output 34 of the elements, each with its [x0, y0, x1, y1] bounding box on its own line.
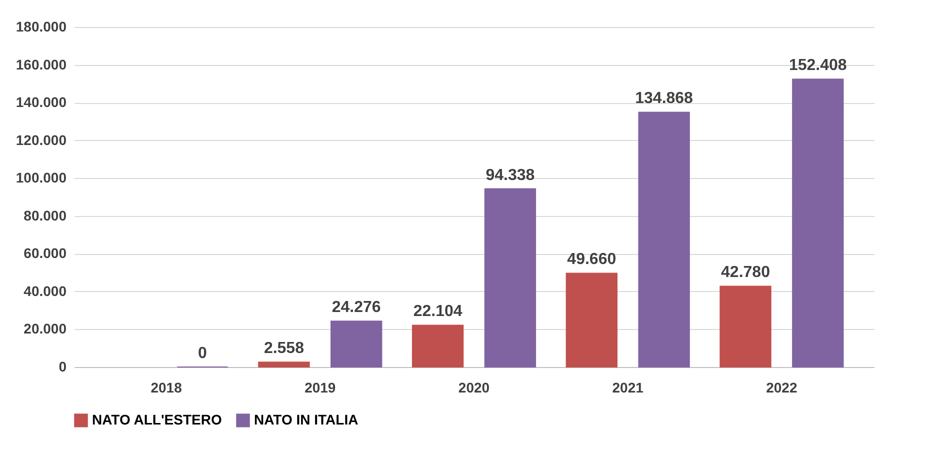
- data-label: 42.780: [721, 264, 770, 282]
- bar: [638, 112, 690, 368]
- x-tick-label: 2019: [304, 380, 336, 396]
- x-tick-label: 2022: [766, 380, 798, 396]
- x-tick-label: 2020: [458, 380, 490, 396]
- y-tick-label: 120.000: [16, 132, 67, 148]
- bar: [720, 286, 772, 368]
- y-tick-label: 180.000: [16, 18, 67, 34]
- data-label: 134.868: [635, 90, 694, 108]
- data-label: 24.276: [332, 299, 381, 316]
- data-label: 152.408: [788, 57, 847, 74]
- y-tick-label: 80.000: [24, 207, 67, 224]
- legend-label: NATO ALL'ESTERO: [92, 411, 222, 428]
- data-label: 2.558: [264, 340, 304, 358]
- y-tick-label: 160.000: [16, 56, 67, 72]
- bar: [258, 362, 310, 368]
- y-tick-label: 0: [58, 358, 67, 374]
- y-tick-label: 100.000: [16, 170, 67, 186]
- bar: [484, 188, 536, 368]
- data-label: 49.660: [567, 251, 616, 268]
- bar: [330, 320, 382, 368]
- x-tick-label: 2018: [150, 380, 182, 396]
- bar: [792, 78, 844, 368]
- data-label: 22.104: [413, 303, 462, 320]
- bar: [566, 272, 618, 368]
- y-tick-label: 40.000: [24, 282, 67, 299]
- data-label: 0: [198, 345, 208, 362]
- y-tick-label: 20.000: [24, 320, 67, 337]
- y-tick-label: 60.000: [24, 245, 67, 262]
- bar: [412, 324, 464, 368]
- data-label: 94.338: [486, 166, 535, 184]
- x-tick-label: 2021: [612, 380, 644, 396]
- legend-label: NATO IN ITALIA: [254, 411, 358, 428]
- y-tick-label: 140.000: [16, 94, 67, 110]
